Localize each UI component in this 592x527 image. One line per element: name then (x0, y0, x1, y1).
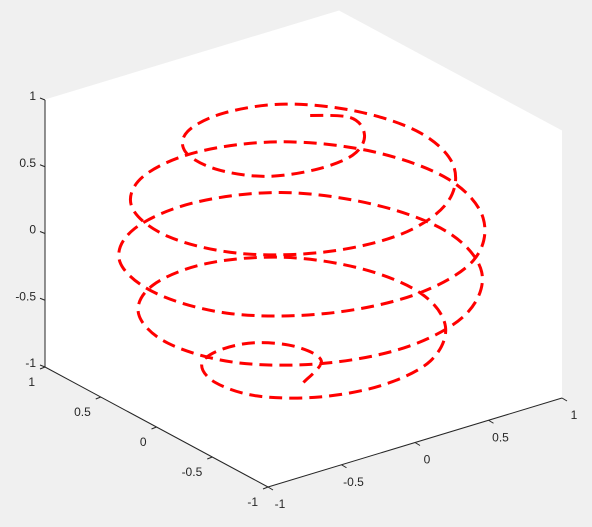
y-tick (151, 426, 157, 430)
data-line (117, 102, 487, 400)
z-tick (39, 297, 46, 301)
y-tick (262, 486, 269, 490)
x-tick-label: 0 (424, 453, 431, 467)
x-tick (267, 486, 274, 491)
z-tick (39, 164, 46, 168)
axes-background (45, 10, 562, 487)
z-tick (39, 231, 46, 234)
y-tick-label: 1 (28, 375, 35, 389)
y-tick-label: -1 (247, 495, 258, 509)
x-tick (561, 397, 568, 402)
x-tick (488, 419, 494, 424)
x-tick-label: -1 (275, 497, 286, 511)
y-tick-label: 0.5 (74, 405, 91, 419)
z-tick-label: -1 (25, 356, 36, 370)
y-tick (95, 396, 101, 400)
z-tick-label: 0.5 (19, 156, 36, 170)
z-tick-label: 1 (29, 89, 36, 103)
x-tick (414, 442, 421, 446)
x-tick (341, 464, 347, 469)
z-tick (39, 97, 46, 101)
y-tick-label: -0.5 (182, 465, 203, 479)
x-tick-label: 0.5 (492, 430, 509, 444)
z-tick-label: -0.5 (15, 289, 36, 303)
x-tick-label: -0.5 (343, 475, 364, 489)
y-tick (207, 456, 213, 460)
z-tick (39, 364, 46, 368)
y-tick (39, 366, 46, 370)
y-tick-label: 0 (140, 435, 147, 449)
z-tick-label: 0 (29, 223, 36, 237)
x-tick-label: 1 (571, 408, 578, 422)
